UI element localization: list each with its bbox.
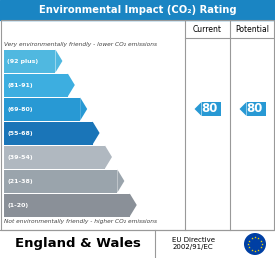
Polygon shape	[194, 102, 202, 116]
Polygon shape	[130, 194, 137, 216]
Text: B: B	[76, 80, 83, 90]
Polygon shape	[55, 50, 62, 72]
Bar	[4, 194, 130, 216]
Text: (81-91): (81-91)	[7, 83, 33, 87]
Text: (69-80): (69-80)	[7, 107, 32, 111]
Circle shape	[244, 233, 266, 255]
Bar	[202, 102, 221, 116]
Text: EU Directive
2002/91/EC: EU Directive 2002/91/EC	[172, 238, 214, 251]
Text: England & Wales: England & Wales	[15, 238, 141, 251]
Polygon shape	[105, 146, 112, 168]
Text: Potential: Potential	[235, 25, 270, 34]
Text: E: E	[113, 152, 119, 162]
Text: (92 plus): (92 plus)	[7, 59, 38, 63]
Text: Environmental Impact (CO₂) Rating: Environmental Impact (CO₂) Rating	[39, 5, 236, 15]
Bar	[4, 122, 93, 144]
Polygon shape	[117, 170, 124, 192]
Text: Current: Current	[193, 25, 222, 34]
Bar	[0, 0, 275, 20]
Text: (39-54): (39-54)	[7, 155, 33, 159]
Bar	[1, 20, 274, 230]
Text: C: C	[88, 104, 95, 114]
Text: F: F	[125, 176, 131, 186]
Polygon shape	[93, 122, 100, 144]
Text: (55-68): (55-68)	[7, 131, 33, 135]
Text: G: G	[138, 200, 145, 209]
Text: (1-20): (1-20)	[7, 203, 28, 207]
Text: Not environmentally friendly - higher CO₂ emissions: Not environmentally friendly - higher CO…	[4, 220, 157, 224]
Text: D: D	[101, 128, 108, 138]
Text: Very environmentally friendly - lower CO₂ emissions: Very environmentally friendly - lower CO…	[4, 42, 157, 47]
Bar	[4, 50, 55, 72]
Text: 80: 80	[201, 102, 218, 116]
Bar	[246, 102, 265, 116]
Text: 80: 80	[246, 102, 262, 116]
Bar	[4, 98, 80, 120]
Polygon shape	[80, 98, 87, 120]
Bar	[4, 146, 105, 168]
Polygon shape	[240, 102, 246, 116]
Text: (21-38): (21-38)	[7, 179, 33, 183]
Bar	[4, 170, 117, 192]
Bar	[4, 74, 68, 96]
Polygon shape	[68, 74, 75, 96]
Text: A: A	[64, 57, 70, 66]
